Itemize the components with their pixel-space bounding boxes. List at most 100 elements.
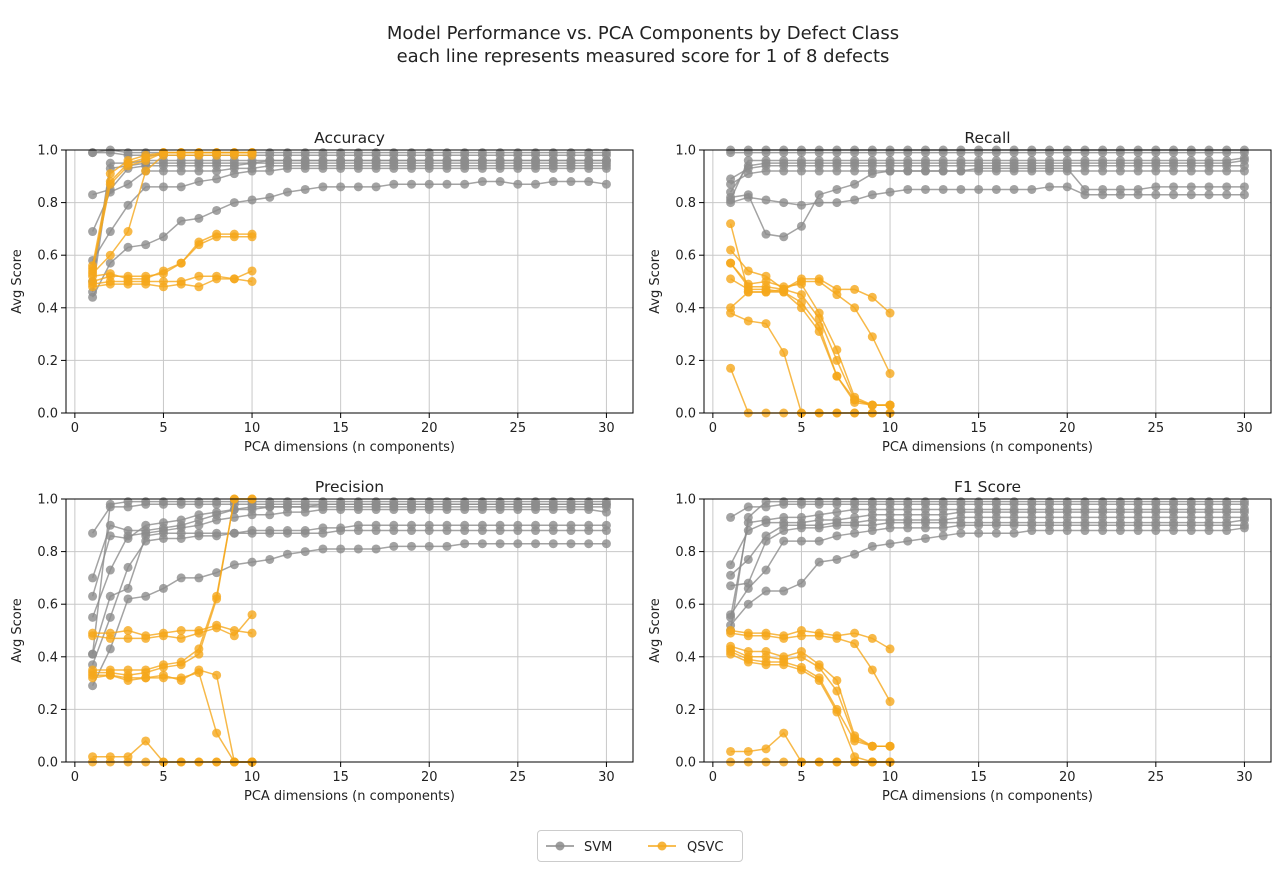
data-point — [442, 156, 452, 166]
data-point — [761, 647, 771, 657]
data-point — [88, 665, 98, 675]
series-svm-3 — [88, 161, 611, 237]
x-tick-label: 25 — [1148, 421, 1165, 436]
data-point — [1151, 190, 1161, 200]
data-point — [956, 156, 966, 166]
data-point — [318, 544, 328, 554]
data-point — [141, 166, 151, 176]
data-point — [194, 497, 204, 507]
data-point — [247, 277, 257, 286]
data-point — [531, 497, 541, 507]
series-line — [730, 249, 891, 374]
data-point — [761, 628, 771, 638]
x-tick-label: 20 — [1059, 770, 1076, 785]
series-line — [730, 170, 1245, 185]
y-tick-label: 0.8 — [675, 545, 696, 560]
data-point — [407, 541, 417, 551]
data-point — [141, 150, 151, 160]
data-point — [229, 560, 239, 570]
data-point — [88, 681, 98, 691]
data-point — [141, 591, 151, 601]
y-tick-label: 0.4 — [675, 650, 696, 665]
data-point — [566, 156, 576, 166]
x-tick-label: 15 — [332, 770, 349, 785]
y-axis-label: Avg Score — [648, 249, 663, 314]
data-point — [832, 156, 842, 166]
data-point — [229, 626, 239, 635]
data-point — [336, 156, 346, 166]
data-point — [282, 526, 292, 536]
data-point — [194, 177, 204, 187]
y-tick-label: 0.0 — [675, 756, 696, 771]
data-point — [176, 277, 186, 286]
data-point — [743, 512, 753, 522]
data-point — [1169, 182, 1179, 192]
data-point — [531, 148, 541, 158]
data-point — [867, 633, 877, 643]
data-point — [938, 184, 948, 194]
plot-area-recall — [726, 145, 1249, 418]
data-point — [832, 507, 842, 517]
data-point — [495, 520, 505, 530]
y-tick-label: 0.8 — [675, 196, 696, 211]
data-point — [300, 148, 310, 158]
data-point — [832, 675, 842, 685]
series-line — [92, 498, 253, 671]
series-qsvc-10 — [726, 308, 895, 418]
data-point — [814, 497, 824, 507]
series-line — [91, 500, 607, 655]
data-point — [176, 520, 186, 530]
data-point — [779, 631, 789, 641]
y-tick-label: 1.0 — [675, 493, 696, 508]
data-point — [442, 541, 452, 551]
data-point — [460, 520, 470, 530]
data-point — [123, 179, 133, 189]
data-point — [779, 586, 789, 596]
data-point — [300, 497, 310, 507]
data-point — [761, 271, 771, 281]
data-point — [531, 520, 541, 530]
series-qsvc-16 — [726, 219, 895, 318]
data-point — [176, 148, 186, 158]
data-point — [601, 148, 611, 158]
y-tick-label: 0.6 — [37, 249, 58, 264]
data-point — [726, 303, 736, 313]
data-point — [265, 497, 275, 507]
data-point — [832, 284, 842, 294]
chart-recall: 0 5 10 15 20 25 30 0.0 0.2 0.4 0.6 0.8 1.0 Recall PCA … — [648, 129, 1272, 455]
data-point — [1115, 497, 1125, 507]
data-point — [318, 156, 328, 166]
series-line — [730, 650, 891, 747]
data-point — [920, 497, 930, 507]
data-point — [424, 179, 434, 189]
data-point — [105, 628, 115, 638]
data-point — [1151, 156, 1161, 166]
series-svm-2 — [88, 526, 611, 670]
data-point — [176, 573, 186, 583]
data-point — [1027, 156, 1037, 166]
figure-title: Model Performance vs. PCA Components by … — [0, 22, 1286, 68]
data-point — [885, 497, 895, 507]
data-point — [850, 303, 860, 313]
data-point — [814, 660, 824, 670]
data-point — [832, 355, 842, 365]
data-point — [353, 520, 363, 530]
data-point — [371, 148, 381, 158]
data-point — [867, 741, 877, 751]
data-point — [194, 644, 204, 654]
data-point — [1186, 497, 1196, 507]
data-point — [300, 184, 310, 194]
x-tick-label: 30 — [1236, 770, 1253, 785]
data-point — [229, 229, 239, 239]
data-point — [726, 219, 736, 229]
y-axis-label: Avg Score — [10, 598, 25, 663]
data-point — [123, 583, 133, 593]
legend-qsvc-label: QSVC — [687, 840, 723, 855]
data-point — [743, 502, 753, 512]
data-point — [389, 148, 399, 158]
data-point — [371, 182, 381, 192]
data-point — [938, 497, 948, 507]
data-point — [832, 371, 842, 381]
series-line — [730, 648, 891, 747]
data-point — [88, 190, 98, 200]
